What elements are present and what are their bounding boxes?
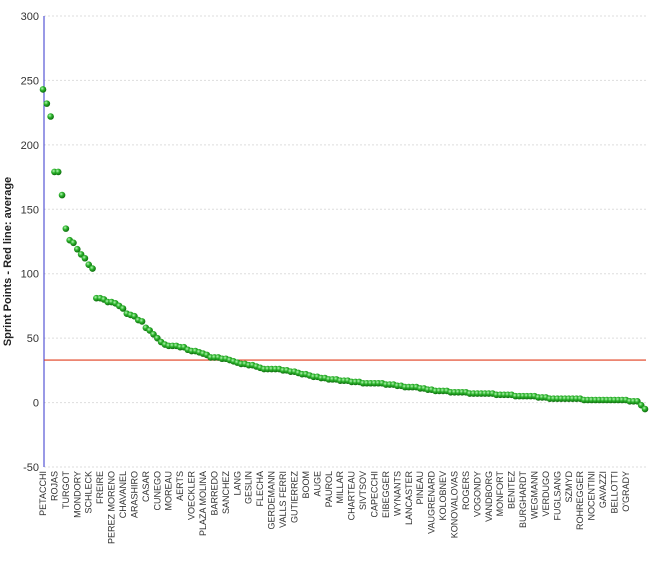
data-point: [58, 191, 66, 199]
x-tick-label: BOOM: [301, 471, 311, 499]
x-tick-label: VERDUGO: [541, 471, 551, 517]
y-axis-label: Sprint Points - Red line: average: [2, 177, 14, 346]
x-tick-label: AERTS: [175, 471, 185, 501]
x-tick-label: CUNEGO: [152, 471, 162, 511]
y-tick-label: 50: [27, 333, 39, 345]
x-tick-label: FREIRE: [95, 471, 105, 504]
data-point: [47, 113, 54, 120]
x-tick-label: FLECHA: [255, 471, 265, 507]
x-tick-label: MOREAU: [164, 471, 174, 511]
x-tick-label: WYNANTS: [392, 471, 402, 516]
x-tick-label: VANDBORG: [484, 471, 494, 522]
y-tick-label: 300: [21, 11, 39, 23]
x-tick-label: VAUGRENARD: [427, 471, 437, 534]
y-tick-label: 250: [21, 75, 39, 87]
x-tick-label: TURGOT: [61, 471, 71, 509]
x-tick-label: PETACCHI: [38, 471, 48, 516]
x-tick-label: KOLOBNEV: [438, 471, 448, 521]
y-tick-label: 100: [21, 269, 39, 281]
data-point: [39, 86, 47, 93]
x-tick-label: ROJAS: [49, 471, 59, 501]
x-tick-label: AUGE: [312, 471, 322, 497]
y-tick-label: 200: [21, 140, 39, 152]
x-tick-label: LANG: [232, 471, 242, 496]
x-tick-label: O'GRADY: [621, 471, 631, 512]
data-point: [119, 305, 127, 312]
x-axis-ticks: PETACCHI ROJAS TURGOT MONDORY SCHLECK FREIRE P…: [38, 470, 631, 544]
data-point: [138, 318, 146, 325]
x-tick-label: ARASHIRO: [129, 471, 139, 518]
x-tick-label: PINEAU: [415, 471, 425, 505]
x-tick-label: BENITEZ: [507, 471, 517, 510]
x-tick-label: NOCENTINI: [587, 471, 597, 521]
x-tick-label: SZMYD: [564, 470, 574, 502]
y-tick-label: -50: [23, 462, 39, 474]
x-tick-label: LANCASTER: [404, 471, 414, 526]
x-tick-label: VOECKLER: [187, 471, 197, 521]
x-tick-label: VOGONDY: [472, 471, 482, 517]
y-tick-label: 0: [33, 398, 39, 410]
x-tick-label: BARREDO: [209, 471, 219, 516]
x-tick-label: PEREZ MORENO: [107, 471, 117, 544]
x-tick-label: MILLAR: [335, 471, 345, 504]
x-tick-label: SCHLECK: [84, 471, 94, 514]
x-tick-label: CHAVANEL: [118, 471, 128, 518]
x-tick-label: CAPECCHI: [369, 471, 379, 518]
x-tick-label: VALLS FERRI: [278, 471, 288, 528]
data-point: [81, 254, 89, 262]
x-tick-label: BURGHARDT: [518, 471, 528, 529]
x-tick-label: SIVTSOV: [358, 471, 368, 510]
x-tick-label: MONFORT: [495, 471, 505, 517]
data-point: [54, 168, 62, 176]
x-tick-label: PLAZA MOLINA: [198, 471, 208, 536]
y-tick-label: 150: [21, 204, 39, 216]
x-tick-label: GAVAZZI: [598, 471, 608, 508]
x-tick-label: GESLIN: [244, 471, 254, 504]
x-tick-label: CHARTEAU: [347, 471, 357, 520]
y-axis-ticks: -50 0 50 100 150 200 250 300: [21, 11, 39, 474]
data-point: [62, 225, 70, 232]
x-tick-label: FUGLSANG: [552, 471, 562, 521]
x-tick-label: GUTIERREZ: [289, 471, 299, 524]
x-tick-label: EIBEGGER: [381, 471, 391, 519]
data-point: [89, 265, 96, 272]
x-tick-label: BELLOTTI: [610, 471, 620, 514]
x-tick-label: ROHREGGER: [575, 471, 585, 531]
data-point: [73, 245, 81, 253]
x-tick-label: GERDEMANN: [267, 471, 277, 530]
x-tick-label: WEGMANN: [530, 471, 540, 519]
x-tick-label: PAUROL: [324, 471, 334, 507]
data-point: [43, 100, 51, 107]
data-point: [70, 239, 77, 247]
x-tick-label: ROGERS: [461, 471, 471, 510]
x-tick-label: MONDORY: [72, 471, 82, 518]
data-point: [641, 405, 649, 413]
x-tick-label: CASAR: [141, 471, 151, 503]
x-tick-label: KONOVALOVAS: [449, 471, 459, 538]
data-points: [39, 86, 649, 413]
grid-lines: [44, 15, 646, 468]
x-tick-label: SANCHEZ: [221, 471, 231, 515]
